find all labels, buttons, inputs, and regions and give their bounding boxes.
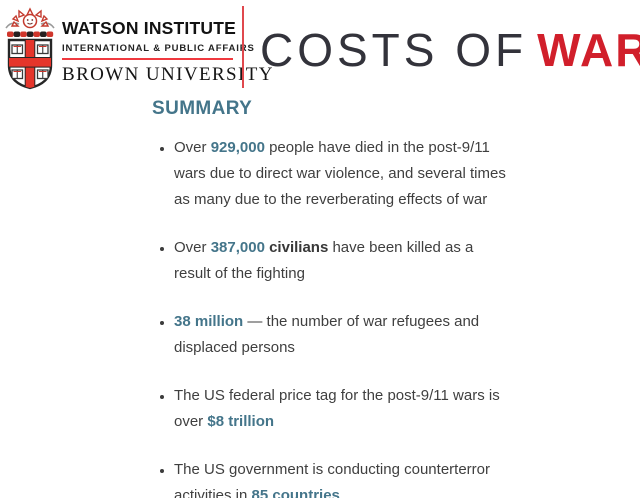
bullet-text-segment: — the number of war refugees and displac… [174,313,480,356]
brown-crest-icon [5,7,55,90]
wordmark-costs-of: COSTS OF [260,24,528,76]
bullet-text-segment: Over [174,239,211,256]
bullet-text-segment: The US government is conducting countert… [174,461,490,498]
wordmark-war: WAR [537,24,640,76]
summary-bullet: The US federal price tag for the post-9/… [174,383,512,435]
bullet-text-segment: Over [174,139,211,156]
logo-subtitle: INTERNATIONAL & PUBLIC AFFAIRS [62,43,255,54]
logo-institute-name: WATSON INSTITUTE [62,18,236,38]
summary-bullet: 38 million — the number of war refugees … [174,309,512,361]
bullet-text-segment: have been killed as a result of the figh… [174,239,474,282]
summary-bullet: The US government is conducting countert… [174,457,512,498]
stat-link[interactable]: 929,000 [210,139,265,156]
summary-heading: SUMMARY [152,98,253,119]
stat-link[interactable]: 38 million [174,313,244,330]
stat-link[interactable]: $8 trillion [207,413,275,430]
bullet-text-segment: civilians [269,239,329,256]
bullet-text-segment: people have died in the post-9/11 wars d… [174,139,506,208]
site-header: WATSON INSTITUTE INTERNATIONAL & PUBLIC … [0,0,640,96]
logo-text-block: WATSON INSTITUTE INTERNATIONAL & PUBLIC … [62,18,274,86]
logo-university-name: BROWN UNIVERSITY [62,64,274,85]
logo-red-rule [62,58,233,60]
bullet-text-segment: The US federal price tag for the post-9/… [174,387,500,430]
costs-of-war-wordmark[interactable]: COSTS OF WAR [260,23,640,77]
header-divider-line [242,6,244,88]
summary-list: Over 929,000 people have died in the pos… [152,135,512,498]
summary-section: SUMMARY Over 929,000 people have died in… [152,98,512,498]
stat-link[interactable]: 85 countries [251,487,340,498]
stat-link[interactable]: 387,000 [210,239,265,256]
summary-bullet: Over 929,000 people have died in the pos… [174,135,512,213]
summary-bullet: Over 387,000 civilians have been killed … [174,235,512,287]
